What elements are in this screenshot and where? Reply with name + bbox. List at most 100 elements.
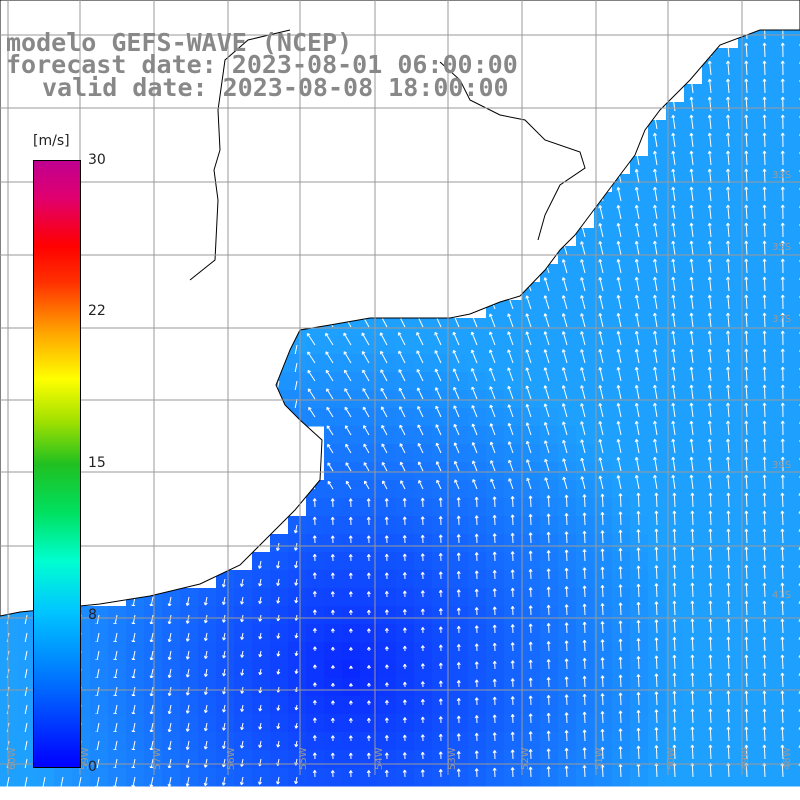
wind-arrow — [420, 681, 425, 688]
wind-cell — [594, 354, 613, 373]
wind-arrow — [525, 403, 532, 418]
wind-cell — [540, 642, 559, 661]
wind-arrow — [402, 717, 407, 724]
wind-arrow — [312, 516, 317, 526]
wind-cell — [720, 678, 739, 697]
wind-cell — [720, 390, 739, 409]
wind-arrow — [348, 683, 353, 688]
wind-arrow — [470, 331, 478, 346]
wind-cell — [468, 480, 487, 499]
colorbar-tick-0: 0 — [88, 759, 97, 775]
wind-cell — [630, 462, 649, 481]
wind-arrow — [780, 726, 785, 742]
wind-arrow — [492, 678, 497, 688]
wind-cell — [630, 264, 649, 283]
wind-arrow — [708, 564, 713, 580]
wind-cell — [432, 642, 451, 661]
wind-arrow — [600, 764, 605, 778]
wind-cell — [396, 714, 415, 733]
wind-arrow — [307, 369, 316, 382]
wind-cell — [504, 318, 523, 337]
wind-cell — [396, 678, 415, 697]
wind-cell — [666, 336, 685, 355]
wind-cell — [684, 498, 703, 517]
wind-cell — [666, 606, 685, 625]
wind-cell — [756, 66, 775, 85]
lon-label: 56W — [226, 747, 237, 770]
wind-cell — [540, 588, 559, 607]
wind-cell — [396, 498, 415, 517]
wind-cell — [774, 498, 793, 517]
wind-arrow — [618, 511, 623, 526]
wind-arrow — [780, 636, 785, 652]
wind-cell — [342, 390, 361, 409]
wind-cell — [720, 516, 739, 535]
wind-cell — [792, 372, 800, 391]
wind-arrow — [402, 752, 407, 760]
wind-arrow — [744, 618, 749, 634]
wind-arrow — [528, 766, 533, 778]
wind-cell — [324, 570, 343, 589]
wind-arrow — [671, 222, 676, 238]
wind-arrow — [546, 531, 551, 544]
wind-arrow — [561, 331, 568, 346]
wind-arrow — [636, 638, 641, 652]
wind-cell — [720, 210, 739, 229]
wind-cell — [792, 48, 800, 67]
wind-cell — [540, 768, 559, 787]
wind-cell — [684, 264, 703, 283]
wind-cell — [450, 480, 469, 499]
wind-cell — [396, 426, 415, 445]
wind-cell — [648, 336, 667, 355]
wind-arrow — [528, 623, 533, 634]
wind-arrow — [671, 312, 676, 328]
wind-cell — [738, 192, 757, 211]
wind-arrow — [762, 600, 767, 616]
wind-arrow — [598, 439, 604, 454]
wind-cell — [612, 390, 631, 409]
wind-cell — [684, 732, 703, 751]
wind-cell — [450, 462, 469, 481]
wind-cell — [522, 678, 541, 697]
wind-arrow — [402, 535, 407, 544]
wind-arrow — [222, 632, 226, 641]
wind-cell — [756, 588, 775, 607]
wind-arrow — [258, 722, 263, 730]
wind-cell — [684, 318, 703, 337]
wind-arrow — [384, 553, 389, 562]
wind-arrow — [258, 668, 263, 676]
wind-arrow — [348, 554, 353, 562]
wind-arrow — [348, 572, 353, 580]
wind-cell — [774, 390, 793, 409]
wind-arrow — [327, 443, 334, 454]
wind-arrow — [762, 348, 767, 364]
wind-cell — [666, 660, 685, 679]
wind-arrow — [420, 645, 425, 652]
wind-arrow — [671, 294, 676, 310]
wind-arrow — [671, 240, 676, 256]
wind-arrow — [689, 438, 694, 454]
wind-cell — [324, 408, 343, 427]
wind-arrow — [744, 60, 749, 76]
wind-arrow — [726, 132, 730, 148]
wind-cell — [630, 696, 649, 715]
wind-arrow — [654, 510, 659, 526]
wind-cell — [756, 768, 775, 787]
wind-arrow — [671, 114, 676, 130]
wind-arrow — [672, 636, 677, 652]
wind-arrow — [366, 665, 371, 670]
wind-cell — [540, 732, 559, 751]
wind-arrow — [744, 78, 749, 94]
wind-arrow — [707, 312, 712, 328]
wind-cell — [738, 606, 757, 625]
wind-arrow — [492, 642, 497, 652]
wind-arrow — [348, 647, 353, 652]
wind-arrow — [417, 405, 424, 418]
wind-arrow — [456, 662, 461, 670]
wind-arrow — [690, 492, 695, 508]
wind-arrow — [510, 749, 515, 760]
wind-cell — [450, 444, 469, 463]
wind-cell — [324, 390, 343, 409]
wind-arrow — [582, 549, 587, 562]
wind-cell — [360, 732, 379, 751]
